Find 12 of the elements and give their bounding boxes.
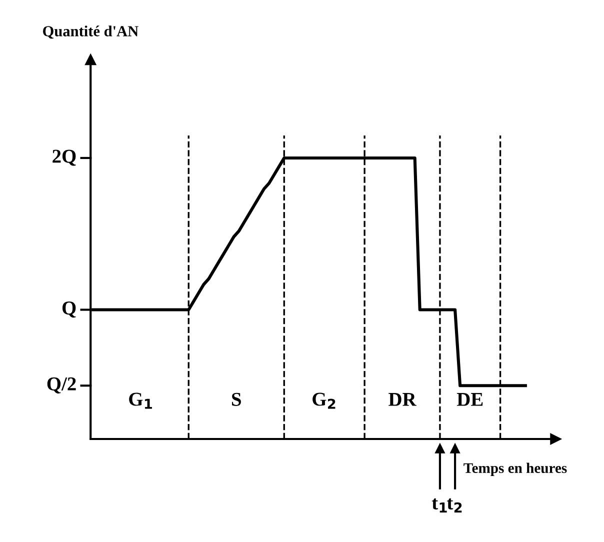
text: t$_{2}$ [446, 498, 462, 512]
annotation: S [232, 392, 241, 406]
annotation: G$_{1}$ [129, 392, 152, 409]
text: 2Q [52, 150, 76, 166]
x-axis-title: Temps en heures [464, 462, 567, 476]
annotation: DE [456, 393, 483, 406]
annotation: G$_{2}$ [312, 392, 336, 409]
text: t$_{1}$ [432, 498, 447, 512]
annotation: DR [388, 393, 416, 406]
text: Q [62, 302, 76, 318]
text: Q/2 [47, 377, 76, 394]
text: Quantité d'AN [43, 26, 138, 39]
